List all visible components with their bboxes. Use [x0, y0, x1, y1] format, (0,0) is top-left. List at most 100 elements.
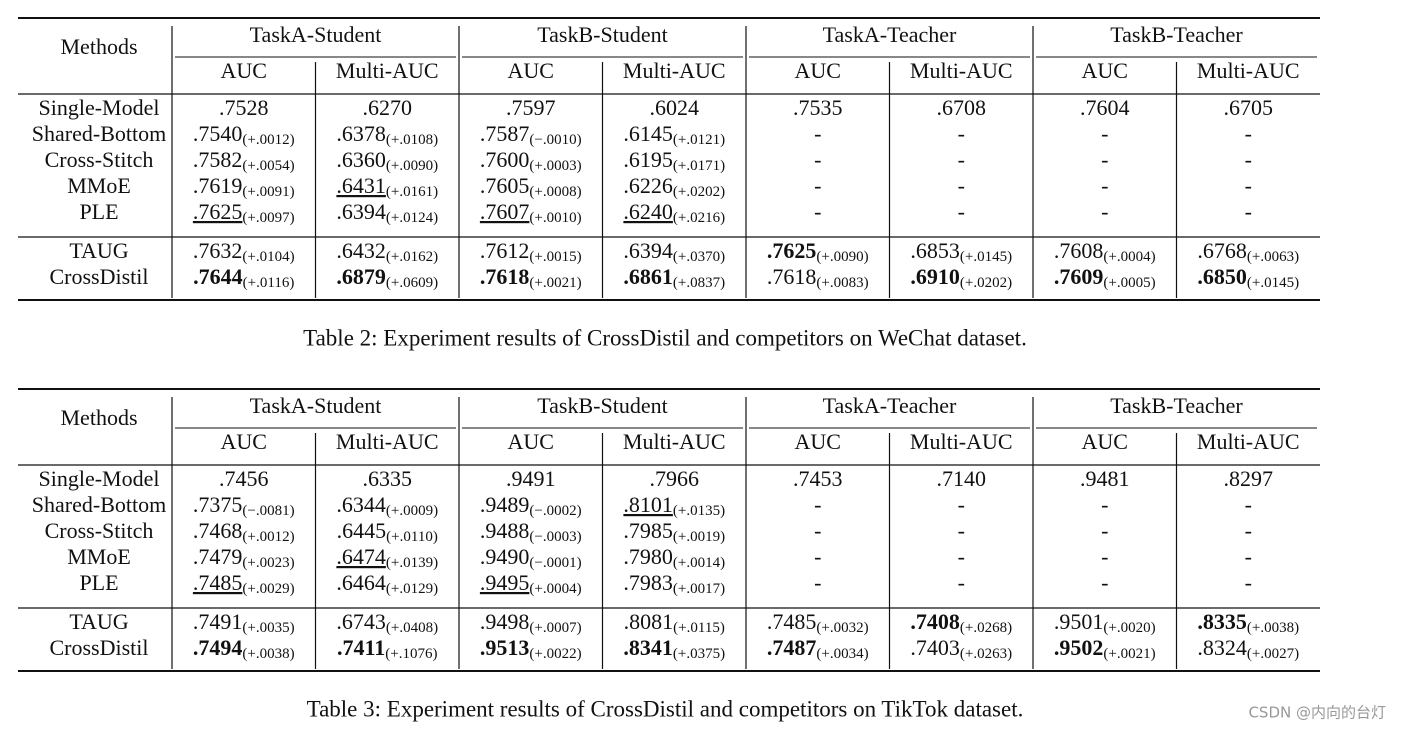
cell-value: .7408 — [910, 609, 960, 634]
cell-value: .7487 — [767, 635, 817, 660]
cell-value: .6226 — [623, 173, 673, 198]
cell: .7618(+.0083) — [767, 264, 869, 291]
cell: .9481 — [1080, 466, 1130, 491]
cell: .7468(+.0012) — [193, 518, 295, 545]
cell-value: .7479 — [193, 544, 243, 569]
cell-value: .6024 — [650, 95, 700, 120]
cell: - — [1101, 147, 1108, 172]
cell-value: - — [1245, 544, 1252, 569]
row-method: CrossDistil — [49, 264, 148, 289]
cell: .7582(+.0054) — [193, 147, 295, 174]
cell-delta: (+.0108) — [386, 132, 438, 148]
cell: .9498(+.0007) — [480, 609, 582, 636]
cell-value: .7983 — [623, 570, 673, 595]
cell-delta: (+.0005) — [1103, 275, 1155, 291]
cell: .7966 — [650, 466, 700, 491]
cell-value: .6270 — [363, 95, 413, 120]
cell: .6861(+.0837) — [623, 264, 725, 291]
cell: .6743(+.0408) — [336, 609, 438, 636]
cell: .9488(−.0003) — [480, 518, 582, 545]
cell-delta: (+.0202) — [673, 184, 725, 200]
cell-value: .7140 — [937, 466, 987, 491]
header-group: TaskA-Student — [250, 393, 382, 418]
cell-delta: (+.0029) — [242, 581, 294, 597]
cell: .7980(+.0014) — [623, 544, 725, 571]
watermark: CSDN @内向的台灯 — [1248, 704, 1386, 722]
cell: .6705 — [1224, 95, 1274, 120]
cell: .6226(+.0202) — [623, 173, 725, 200]
cell-delta: (+.0110) — [386, 529, 438, 545]
cell-value: .6431 — [336, 173, 386, 198]
cell-value: .7632 — [193, 238, 243, 263]
cell: - — [1245, 121, 1252, 146]
cell-value: .7607 — [480, 199, 530, 224]
cell-value: - — [1245, 518, 1252, 543]
cell: .6270 — [363, 95, 413, 120]
cell-value: - — [958, 570, 965, 595]
cell-value: .6743 — [336, 609, 386, 634]
cell-value: .9495 — [480, 570, 530, 595]
cell-value: - — [958, 544, 965, 569]
cell-value: - — [958, 199, 965, 224]
cell-delta: (+.0145) — [1247, 275, 1299, 291]
cell: .7487(+.0034) — [767, 635, 869, 662]
cell-value: .8335 — [1197, 609, 1247, 634]
cell-value: .6705 — [1224, 95, 1274, 120]
cell: .6394(+.0370) — [623, 238, 725, 265]
cell: .7985(+.0019) — [623, 518, 725, 545]
cell-value: .7597 — [506, 95, 556, 120]
cell-delta: (+.0012) — [242, 132, 294, 148]
header-subcol: AUC — [795, 429, 841, 454]
cell-delta: (+.0124) — [386, 210, 438, 226]
cell: .9491 — [506, 466, 556, 491]
cell-value: - — [1245, 147, 1252, 172]
cell: .7600(+.0003) — [480, 147, 582, 174]
cell: .6910(+.0202) — [910, 264, 1012, 291]
cell-value: - — [814, 544, 821, 569]
header-subcol: Multi-AUC — [1197, 429, 1300, 454]
cell-value: .7494 — [193, 635, 243, 660]
cell: .7625(+.0090) — [767, 238, 869, 265]
cell: .7605(+.0008) — [480, 173, 582, 200]
cell-value: .7644 — [193, 264, 243, 289]
cell-delta: (+.0038) — [242, 646, 294, 662]
cell: .6360(+.0090) — [336, 147, 438, 174]
cell-delta: (+.0008) — [529, 184, 581, 200]
cell: - — [958, 570, 965, 595]
cell-value: .6850 — [1197, 264, 1247, 289]
cell-delta: (+.0202) — [960, 275, 1012, 291]
cell-value: .7468 — [193, 518, 243, 543]
cell-delta: (−.0010) — [529, 132, 581, 148]
cell: .7408(+.0268) — [910, 609, 1012, 636]
cell-delta: (+.0263) — [960, 646, 1012, 662]
cell-value: - — [1245, 570, 1252, 595]
cell-delta: (+.0216) — [673, 210, 725, 226]
cell-value: .7609 — [1054, 264, 1104, 289]
cell-delta: (+.0035) — [242, 620, 294, 636]
cell-value: .6708 — [937, 95, 987, 120]
cell-value: - — [1101, 570, 1108, 595]
cell-value: - — [814, 492, 821, 517]
header-subcol: AUC — [795, 58, 841, 83]
cell-value: - — [958, 492, 965, 517]
cell-value: .9481 — [1080, 466, 1130, 491]
cell-value: .6853 — [910, 238, 960, 263]
cell-delta: (−.0001) — [529, 555, 581, 571]
cell-delta: (+.0408) — [386, 620, 438, 636]
cell-delta: (+.0054) — [242, 158, 294, 174]
cell-value: .7587 — [480, 121, 530, 146]
header-group: TaskB-Teacher — [1110, 393, 1243, 418]
header-group: TaskB-Student — [537, 393, 667, 418]
cell-value: .9513 — [480, 635, 530, 660]
cell-delta: (+.0370) — [673, 249, 725, 265]
cell-delta: (+.0090) — [816, 249, 868, 265]
cell-value: .7582 — [193, 147, 243, 172]
cell: .6432(+.0162) — [336, 238, 438, 265]
cell-delta: (+.0007) — [529, 620, 581, 636]
cell: .7528 — [219, 95, 269, 120]
cell-value: .7966 — [650, 466, 700, 491]
cell: - — [814, 147, 821, 172]
header-subcol: Multi-AUC — [1197, 58, 1300, 83]
cell: .7491(+.0035) — [193, 609, 295, 636]
header-subcol: AUC — [508, 58, 554, 83]
